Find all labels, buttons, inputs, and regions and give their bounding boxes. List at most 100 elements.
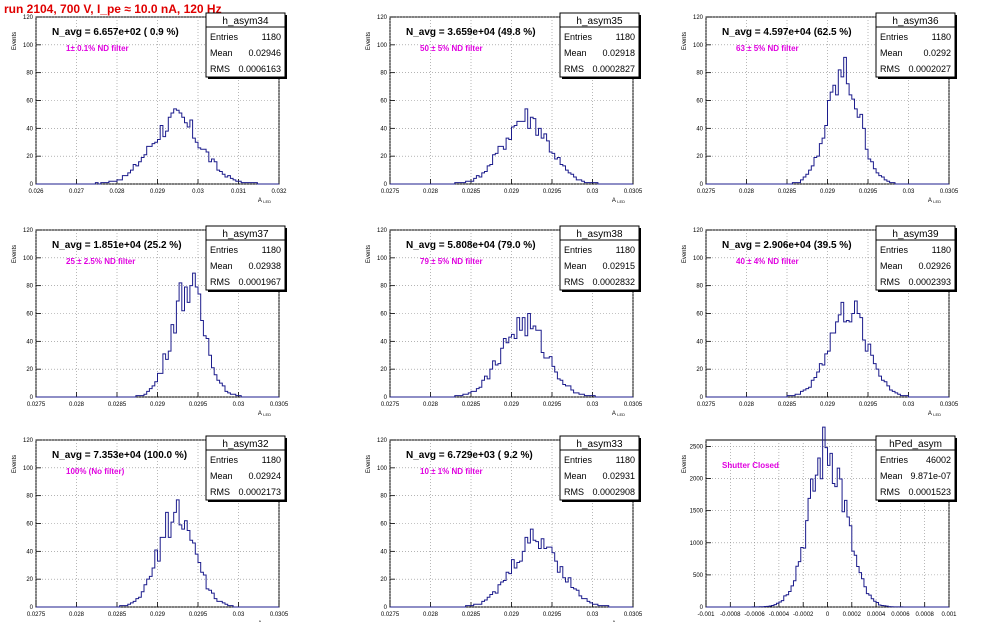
x-tick-label: 0.0305 (940, 402, 959, 408)
stat-label: RMS (564, 277, 584, 287)
x-tick-label: 0.028 (423, 612, 439, 618)
x-tick-label: 0.032 (271, 189, 287, 195)
x-tick-label: 0.0295 (189, 402, 208, 408)
y-tick-label: 80 (696, 284, 703, 290)
stat-label: Mean (880, 48, 903, 58)
stat-value: 0.02924 (248, 471, 281, 481)
chart-panel-h_asym38: 0.0275 0.028 0.0285 0.029 0.0295 0.03 0.0305 0 2… (366, 225, 643, 417)
y-axis-label: Events (366, 455, 372, 473)
y-tick-label: 0 (384, 605, 388, 611)
histogram-name: h_asym32 (222, 439, 269, 450)
y-tick-label: 1000 (690, 541, 704, 547)
stats-box (205, 225, 286, 291)
y-tick-label: 20 (26, 367, 33, 373)
stat-label: RMS (880, 64, 900, 74)
x-tick-label: -0.0006 (744, 612, 765, 618)
x-tick-label: 0.0305 (624, 612, 643, 618)
x-tick-label: 0.027 (69, 189, 85, 195)
y-tick-label: 20 (380, 577, 387, 583)
y-tick-label: 120 (23, 438, 34, 444)
x-tick-label: -0.0008 (720, 612, 741, 618)
y-tick-label: 80 (26, 494, 33, 500)
stat-value: 1180 (932, 245, 951, 255)
x-tick-label: 0.0285 (462, 402, 481, 408)
stat-value: 1180 (262, 32, 281, 42)
x-axis-label-subscript: LED (617, 199, 625, 204)
x-tick-label: 0.028 (69, 612, 85, 618)
x-tick-label: 0.0305 (624, 189, 643, 195)
stat-label: RMS (210, 64, 230, 74)
x-tick-label: 0.0008 (916, 612, 935, 618)
y-tick-label: 2000 (690, 477, 704, 483)
chart-panel-h_asym39: 0.0275 0.028 0.0285 0.029 0.0295 0.03 0.0305 0 2… (682, 225, 959, 417)
x-axis-label-subscript: LED (617, 412, 625, 417)
y-tick-label: 0 (700, 395, 704, 401)
stat-label: Mean (564, 48, 587, 58)
navg-label: N_avg = 6.657e+02 ( 0.9 %) (52, 27, 179, 38)
x-tick-label: -0.001 (697, 612, 715, 618)
stat-label: RMS (210, 277, 230, 287)
y-tick-label: 100 (23, 466, 34, 472)
y-tick-label: 100 (693, 256, 704, 262)
x-tick-label: 0.029 (504, 612, 520, 618)
x-tick-label: 0.029 (150, 402, 166, 408)
x-axis-label-subscript: LED (263, 412, 271, 417)
y-axis-label: Events (366, 32, 372, 50)
y-tick-label: 80 (380, 71, 387, 77)
x-tick-label: -0.0004 (769, 612, 790, 618)
x-tick-label: 0.0295 (543, 612, 562, 618)
filter-label: 63 ± 5% ND filter (736, 44, 799, 53)
stat-value: 0.02915 (602, 261, 635, 271)
y-axis-label: Events (12, 245, 18, 263)
histogram-name: h_asym35 (576, 16, 623, 27)
x-tick-label: 0.0006 (891, 612, 910, 618)
y-tick-label: 40 (380, 126, 387, 132)
x-tick-label: 0.03 (233, 612, 245, 618)
stat-value: 0.0002908 (592, 487, 635, 497)
y-tick-label: 20 (380, 154, 387, 160)
y-tick-label: 100 (693, 43, 704, 49)
filter-label: 10 ± 1% ND filter (420, 467, 483, 476)
histogram-name: h_asym34 (222, 16, 269, 27)
y-tick-label: 60 (26, 522, 33, 528)
x-axis-label-subscript: LED (933, 199, 941, 204)
stat-label: Mean (564, 471, 587, 481)
navg-label: N_avg = 3.659e+04 (49.8 %) (406, 27, 536, 38)
y-tick-label: 20 (696, 367, 703, 373)
stat-value: 0.0002827 (592, 64, 635, 74)
y-tick-label: 0 (30, 605, 34, 611)
x-tick-label: 0.029 (504, 402, 520, 408)
y-axis-label: Events (682, 245, 688, 263)
chart-panel-h_asym34: 0.026 0.027 0.028 0.029 0.03 0.031 0.032 0 20 40 6… (12, 12, 287, 204)
y-tick-label: 40 (696, 126, 703, 132)
y-axis-label: Events (366, 245, 372, 263)
x-tick-label: 0.0295 (189, 612, 208, 618)
y-tick-label: 60 (26, 99, 33, 105)
filter-label: 50 ± 5% ND filter (420, 44, 483, 53)
y-tick-label: 100 (23, 43, 34, 49)
stat-label: Entries (210, 32, 239, 42)
stats-box (875, 225, 956, 291)
stat-label: Entries (564, 32, 593, 42)
y-tick-label: 0 (700, 605, 704, 611)
stat-value: 1180 (616, 32, 635, 42)
stat-label: Entries (880, 245, 909, 255)
x-tick-label: 0.0275 (27, 612, 46, 618)
y-tick-label: 0 (384, 395, 388, 401)
y-tick-label: 60 (696, 99, 703, 105)
stat-value: 46002 (926, 455, 951, 465)
stat-label: RMS (880, 487, 900, 497)
x-tick-label: 0.0305 (624, 402, 643, 408)
stat-value: 0.0006163 (238, 64, 281, 74)
y-tick-label: 0 (700, 182, 704, 188)
filter-label: Shutter Closed (722, 461, 779, 470)
chart-panel-h_asym37: 0.0275 0.028 0.0285 0.029 0.0295 0.03 0.0305 0 2… (12, 225, 289, 417)
x-tick-label: 0.03 (903, 189, 915, 195)
y-tick-label: 120 (377, 228, 388, 234)
y-tick-label: 2500 (690, 444, 704, 450)
x-tick-label: 0 (826, 612, 830, 618)
x-tick-label: 0.028 (739, 189, 755, 195)
stat-label: Entries (210, 455, 239, 465)
stats-box (559, 435, 640, 501)
y-tick-label: 40 (26, 549, 33, 555)
